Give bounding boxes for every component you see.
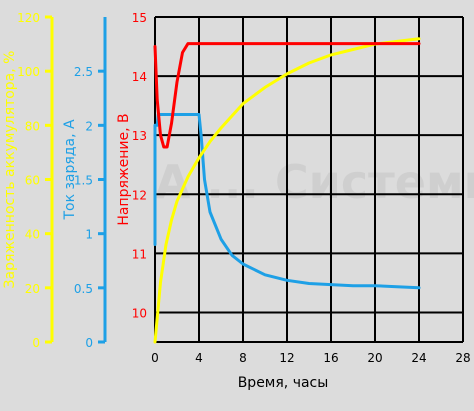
voltage-tick-label-5: 15 — [132, 11, 147, 25]
x-tick-label-1: 4 — [195, 351, 203, 365]
current-tick-label-3: 1.5 — [74, 174, 93, 188]
current-tick-label-4: 2 — [85, 119, 93, 133]
charge-tick-label-3: 60 — [25, 174, 40, 188]
x-tick-label-5: 20 — [367, 351, 382, 365]
charge-tick-label-1: 20 — [25, 282, 40, 296]
voltage-series-line — [153, 42, 421, 149]
current-tick-label-0: 0 — [85, 336, 93, 350]
x-tick-label-0: 0 — [151, 351, 159, 365]
x-tick-label-3: 12 — [279, 351, 294, 365]
current-tick-label-2: 1 — [85, 228, 93, 242]
voltage-tick-label-3: 13 — [132, 129, 147, 143]
charge-series-line — [153, 37, 421, 344]
voltage-tick-label-2: 12 — [132, 188, 147, 202]
x-axis-label: Время, часы — [238, 375, 329, 391]
voltage-axis-title: Напряжение, В — [116, 113, 132, 225]
current-tick-label-1: 0.5 — [74, 282, 93, 296]
y-axis-voltage: 10 11 12 13 14 15 Напряжение, В — [116, 11, 147, 320]
voltage-tick-label-0: 10 — [132, 306, 147, 320]
y-axis-current: 0 0.5 1 1.5 2 2.5 Ток заряда, А — [62, 17, 107, 350]
voltage-tick-label-1: 11 — [132, 247, 147, 261]
charge-tick-label-6: 120 — [17, 11, 40, 25]
grid — [154, 16, 464, 343]
series-group — [153, 37, 421, 344]
y-axis-charge: 0 20 40 60 80 100 120 Заряженность аккумулятора… — [2, 11, 54, 350]
current-axis-title: Ток заряда, А — [62, 119, 78, 221]
charge-tick-label-5: 100 — [17, 65, 40, 79]
charge-tick-label-4: 80 — [25, 119, 40, 133]
axes-group: 0 4 8 12 16 20 24 28020406080100120Заряженность… — [2, 11, 471, 365]
voltage-tick-label-4: 14 — [132, 70, 147, 84]
x-tick-label-4: 16 — [323, 351, 338, 365]
charge-axis-title: Заряженность аккумулятора, % — [2, 51, 18, 289]
x-tick-label-6: 24 — [411, 351, 426, 365]
charge-tick-label-2: 40 — [25, 228, 40, 242]
x-tick-label-7: 28 — [455, 351, 470, 365]
charge-tick-label-0: 0 — [32, 336, 40, 350]
x-tick-label-2: 8 — [239, 351, 247, 365]
current-tick-label-5: 2.5 — [74, 65, 93, 79]
